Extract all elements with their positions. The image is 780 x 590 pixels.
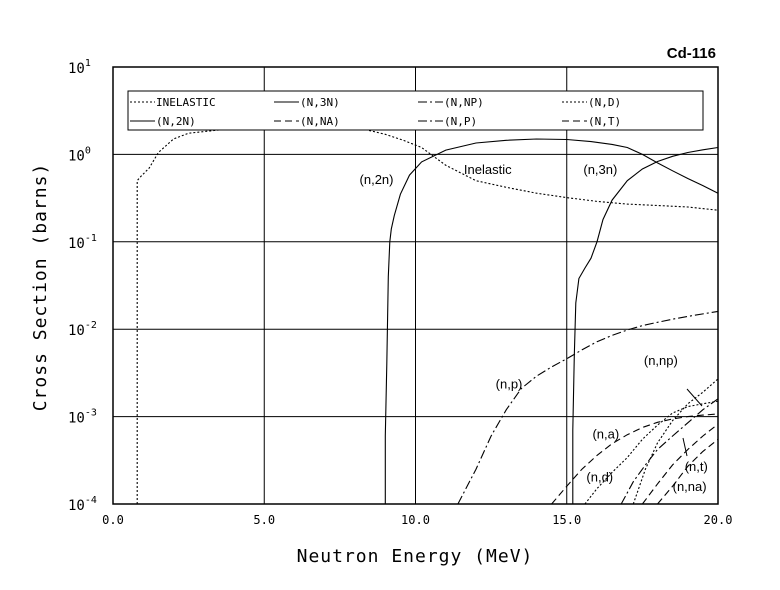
y-axis-label: Cross Section (barns): [30, 163, 51, 412]
legend-label: INELASTIC: [156, 96, 216, 109]
x-tick-label: 20.0: [704, 513, 733, 527]
y-tick-label: 101: [68, 58, 91, 77]
annotation-label: (n,t): [685, 459, 708, 474]
annotation-label: (n,2n): [360, 172, 394, 187]
legend: INELASTIC (N,3N) (N,NP) (N,D) (N,2N) (N,NA) (N…: [127, 90, 704, 131]
legend-label: (N,2N): [156, 115, 196, 128]
x-tick-labels: 0.0 5.0 10.0 15.0 20.0: [102, 513, 732, 527]
x-tick-label: 15.0: [552, 513, 581, 527]
x-axis-label: Neutron Energy (MeV): [297, 546, 534, 567]
series-line-0: [136, 127, 719, 504]
y-tick-label: 10-1: [68, 233, 97, 252]
series-line-5: [551, 413, 719, 505]
leader-n-np: [686, 388, 703, 407]
series-line-4: [632, 378, 719, 505]
y-tick-labels: 101 100 10-1 10-2 10-3 10-4: [68, 58, 97, 514]
y-tick-label: 10-2: [68, 320, 97, 339]
chart-title: Cd-116: [667, 45, 716, 62]
annotation-label: Inelastic: [464, 162, 512, 177]
series-line-3: [457, 310, 719, 505]
legend-box: [127, 90, 704, 131]
legend-label: (N,3N): [300, 96, 340, 109]
leader-lines: [682, 388, 703, 457]
y-tick-label: 10-4: [68, 495, 97, 514]
series-line-6: [584, 400, 719, 505]
y-tick-label: 10-3: [68, 408, 97, 427]
legend-label: (N,NA): [300, 115, 340, 128]
curves: [136, 127, 719, 505]
legend-label: (N,D): [588, 96, 621, 109]
annotations: Inelastic (n,2n) (n,3n) (n,p) (n,np) (n,a) (n,…: [360, 162, 708, 494]
legend-label: (N,NP): [444, 96, 484, 109]
series-line-9: [657, 438, 719, 505]
x-tick-label: 5.0: [253, 513, 275, 527]
x-tick-label: 0.0: [102, 513, 124, 527]
legend-label: (N,T): [588, 115, 621, 128]
annotation-label: (n,d): [586, 470, 613, 485]
annotation-label: (n,a): [592, 427, 619, 442]
legend-label: (N,P): [444, 115, 477, 128]
series-line-7: [620, 398, 719, 505]
series-line-1: [384, 138, 719, 504]
x-tick-label: 10.0: [401, 513, 430, 527]
grid: [113, 67, 718, 504]
annotation-label: (n,3n): [583, 162, 617, 177]
series-line-8: [641, 423, 719, 505]
leader-n-t: [682, 437, 688, 457]
annotation-label: (n,p): [496, 376, 523, 391]
annotation-label: (n,np): [644, 353, 678, 368]
y-tick-label: 100: [68, 145, 91, 164]
annotation-label: (n,na): [673, 479, 707, 494]
series-line-2: [572, 146, 719, 504]
